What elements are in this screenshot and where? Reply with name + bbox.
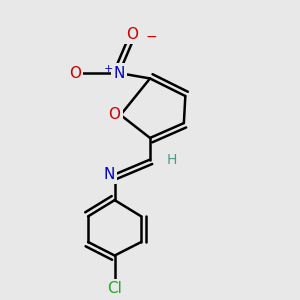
Text: O: O bbox=[69, 66, 81, 81]
Text: −: − bbox=[146, 30, 157, 44]
Text: H: H bbox=[166, 153, 177, 166]
Text: Cl: Cl bbox=[107, 281, 122, 296]
Text: O: O bbox=[126, 27, 138, 42]
Text: +: + bbox=[104, 64, 113, 74]
Text: N: N bbox=[113, 66, 125, 81]
Text: O: O bbox=[109, 107, 121, 122]
Text: N: N bbox=[103, 167, 115, 182]
